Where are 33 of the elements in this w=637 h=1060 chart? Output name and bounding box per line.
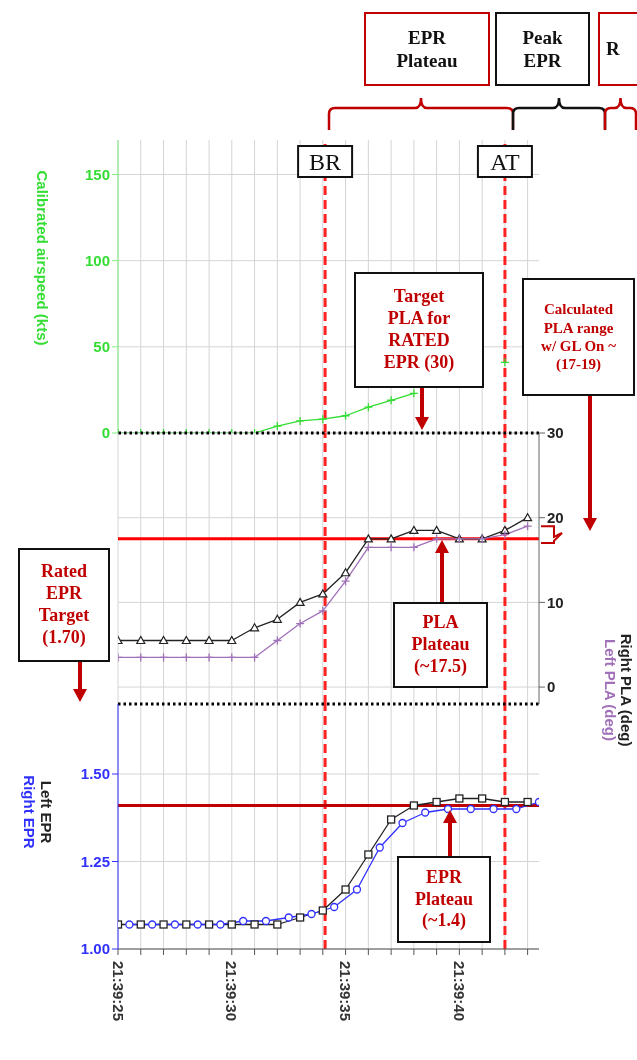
y-tick-label: 1.25 — [80, 852, 110, 870]
y-tick-label: 30 — [547, 424, 564, 442]
y-tick-label: 1.00 — [80, 940, 110, 958]
y-axis-title: Calibrated airspeed (kts) — [33, 170, 51, 346]
callout-box: Calculated PLA range w/ GL On ~(17-19) — [522, 278, 635, 396]
annotation: Target PLA for RATED EPR (30) — [382, 286, 456, 374]
x-tick-label: 21:39:35 — [337, 961, 355, 1022]
callout-box: PLA Plateau (~17.5) — [393, 602, 488, 688]
annotation: PLA Plateau (~17.5) — [410, 612, 471, 678]
y-tick-label: 50 — [93, 338, 110, 356]
text: Right PLA (deg) — [617, 633, 635, 747]
callout-box: EPR Plateau (~1.4) — [397, 856, 491, 943]
annotation: EPR Plateau (~1.4) — [414, 866, 474, 933]
callout-box: R — [598, 12, 637, 86]
callout-box: Target PLA for RATED EPR (30) — [354, 272, 484, 388]
x-tick-label: 21:39:30 — [223, 961, 241, 1022]
ref-line-label: BR — [309, 149, 342, 175]
y-tick-label: 1.50 — [80, 765, 110, 783]
callout-box: Rated EPR Target (1.70) — [18, 548, 110, 662]
y-tick-label: 20 — [547, 509, 564, 527]
callout-box: Peak EPR — [495, 12, 590, 86]
x-tick-label: 21:39:40 — [450, 961, 468, 1022]
callout-box: EPR Plateau — [364, 12, 490, 86]
text: Left EPR — [37, 780, 55, 844]
y-tick-label: 10 — [547, 593, 564, 611]
ref-line-label: AT — [490, 149, 520, 175]
text: Right EPR — [20, 775, 38, 849]
y-tick-label: 0 — [547, 678, 556, 696]
y-tick-label: 100 — [84, 251, 110, 269]
y-tick-label: 150 — [84, 165, 110, 183]
text: Left PLA (deg) — [601, 639, 619, 741]
x-tick-label: 21:39:25 — [109, 961, 127, 1022]
y-tick-label: 0 — [101, 424, 110, 442]
